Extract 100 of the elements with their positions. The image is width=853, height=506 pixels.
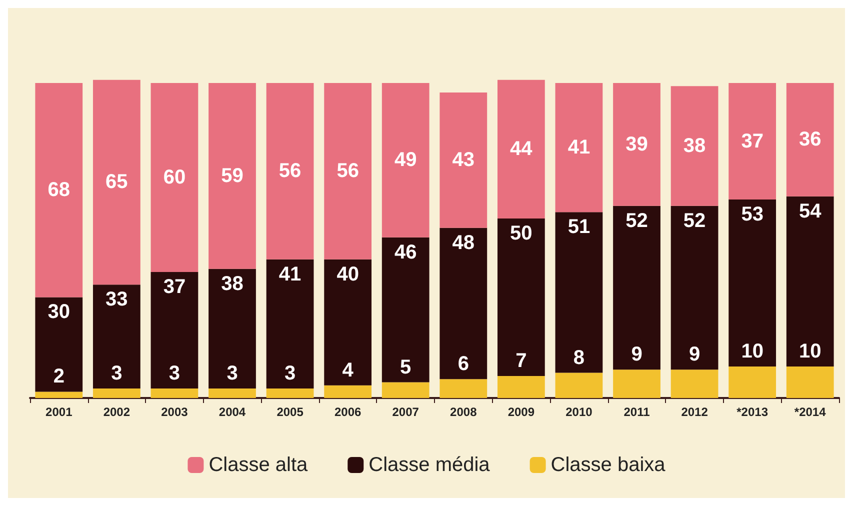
data-label: 40 xyxy=(336,263,359,286)
data-label: 52 xyxy=(683,210,706,232)
bar xyxy=(670,370,718,398)
bar xyxy=(150,83,198,272)
x-tick-label: *2014 xyxy=(794,405,826,419)
data-label: 56 xyxy=(336,160,359,182)
bar xyxy=(92,388,140,398)
data-label: 68 xyxy=(48,179,70,202)
legend-label: Classe baixa xyxy=(550,454,666,476)
x-tick-label: 2004 xyxy=(218,405,246,419)
data-label: 3 xyxy=(284,362,296,385)
bar xyxy=(266,83,314,260)
bar xyxy=(35,297,83,392)
bar xyxy=(728,200,776,366)
bar xyxy=(497,218,545,376)
bar xyxy=(497,376,545,398)
data-label: 53 xyxy=(741,204,764,226)
bar xyxy=(266,259,314,389)
bar xyxy=(208,388,256,398)
data-label: 43 xyxy=(452,149,475,172)
x-tick-label: 2006 xyxy=(334,405,362,419)
bar xyxy=(324,259,372,386)
data-label: 38 xyxy=(683,135,706,157)
bar xyxy=(208,268,256,389)
bar xyxy=(35,392,83,398)
data-label: 10 xyxy=(741,340,764,362)
bar xyxy=(613,206,660,370)
legend-label: Classe alta xyxy=(208,454,309,476)
x-tick-label: 2008 xyxy=(450,405,478,419)
data-label: 9 xyxy=(631,344,642,366)
bar xyxy=(670,206,718,370)
bar xyxy=(728,83,776,200)
data-label: 2 xyxy=(53,366,64,388)
data-label: 48 xyxy=(452,232,475,254)
bar xyxy=(35,83,83,298)
bar xyxy=(324,385,372,398)
data-label: 46 xyxy=(394,241,417,264)
data-label: 56 xyxy=(278,160,302,182)
data-label: 30 xyxy=(48,301,70,324)
data-label: 52 xyxy=(626,210,648,232)
bar xyxy=(786,196,834,366)
data-label: 60 xyxy=(163,166,186,188)
bar xyxy=(92,80,140,285)
bar xyxy=(92,284,140,389)
data-label: 38 xyxy=(221,272,244,295)
data-label: 54 xyxy=(798,200,822,222)
bar xyxy=(670,86,718,206)
x-tick-label: 2002 xyxy=(103,405,130,419)
data-label: 51 xyxy=(568,216,590,238)
bar xyxy=(613,83,660,206)
bar xyxy=(382,382,430,398)
bar xyxy=(150,272,198,389)
bar xyxy=(786,366,834,398)
data-label: 44 xyxy=(510,138,534,160)
data-label: 6 xyxy=(458,353,469,376)
bar xyxy=(728,366,776,398)
data-label: 9 xyxy=(688,344,700,366)
data-label: 41 xyxy=(568,136,590,159)
data-label: 7 xyxy=(516,350,527,372)
data-label: 39 xyxy=(626,133,648,156)
x-tick-label: 2009 xyxy=(508,405,535,419)
bar xyxy=(497,80,545,218)
bar xyxy=(382,237,430,382)
data-label: 50 xyxy=(510,222,532,244)
data-label: 37 xyxy=(741,130,764,152)
bar xyxy=(266,388,314,398)
x-tick-label: 2005 xyxy=(276,405,304,419)
bar xyxy=(324,83,372,260)
x-tick-label: *2013 xyxy=(736,405,768,419)
data-label: 41 xyxy=(278,263,302,286)
bar xyxy=(613,370,660,398)
data-label: 3 xyxy=(168,362,180,385)
bar xyxy=(555,372,603,398)
data-label: 65 xyxy=(106,171,128,194)
x-tick-label: 2012 xyxy=(681,405,708,419)
data-label: 37 xyxy=(163,276,186,298)
x-tick-label: 2010 xyxy=(566,405,593,419)
bar xyxy=(150,388,198,398)
data-label: 10 xyxy=(798,340,822,362)
data-label: 8 xyxy=(573,346,585,369)
data-label: 3 xyxy=(111,362,122,385)
x-tick-label: 2007 xyxy=(392,405,420,419)
data-label: 4 xyxy=(342,359,354,382)
bar xyxy=(555,83,603,212)
x-tick-label: 2001 xyxy=(46,405,73,419)
data-label: 5 xyxy=(400,356,412,378)
data-label: 33 xyxy=(106,288,128,311)
data-label: 3 xyxy=(226,362,238,385)
bar xyxy=(786,83,834,196)
x-tick-label: 2011 xyxy=(624,405,650,419)
bar xyxy=(440,92,488,228)
data-label: 36 xyxy=(798,128,822,151)
x-tick-label: 2003 xyxy=(161,405,188,419)
bar xyxy=(382,83,430,238)
data-label: 59 xyxy=(221,164,244,187)
bar xyxy=(440,228,488,380)
bar xyxy=(440,379,488,398)
bar xyxy=(555,212,603,373)
legend-label: Classe média xyxy=(368,454,491,476)
data-label: 49 xyxy=(394,149,417,172)
